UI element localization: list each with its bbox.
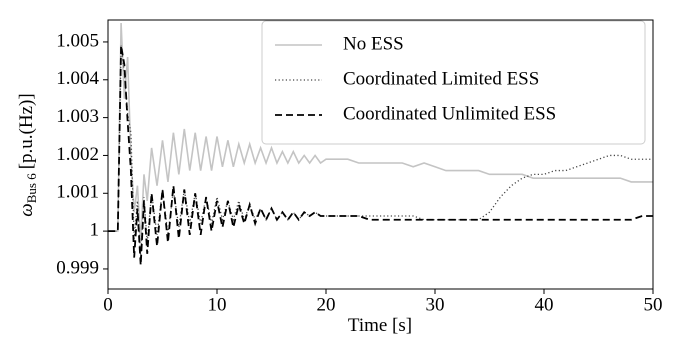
x-tick-label: 40: [535, 294, 554, 315]
y-tick-label: 1.002: [56, 144, 99, 165]
y-axis-label: ωBus 6 [p.u.(Hz)]: [16, 93, 39, 216]
x-tick-label: 50: [644, 294, 663, 315]
y-tick-label: 1.004: [56, 68, 99, 89]
x-tick-label: 0: [103, 294, 113, 315]
x-tick-label: 20: [317, 294, 336, 315]
y-tick-label: 0.999: [56, 257, 99, 278]
y-tick-label: 1: [90, 219, 100, 240]
y-tick-label: 1.003: [56, 106, 99, 127]
y-label-unit: [p.u.(Hz)]: [16, 93, 37, 169]
legend-label: Coordinated Limited ESS: [343, 68, 539, 89]
x-tick-label: 10: [208, 294, 227, 315]
y-tick-label: 1.001: [56, 182, 99, 203]
legend-label: Coordinated Unlimited ESS: [343, 103, 556, 124]
y-label-symbol: ω: [16, 203, 37, 216]
x-tick-label: 30: [426, 294, 445, 315]
series-line: [108, 45, 653, 258]
x-axis-label: Time [s]: [348, 315, 412, 336]
y-tick-label: 1.005: [56, 30, 99, 51]
plot-frame: [107, 19, 654, 290]
legend-box: [261, 20, 646, 145]
series-line: [108, 22, 653, 243]
y-label-subscript: Bus 6: [24, 173, 39, 203]
legend-label: No ESS: [343, 33, 404, 54]
series-line: [108, 45, 653, 266]
